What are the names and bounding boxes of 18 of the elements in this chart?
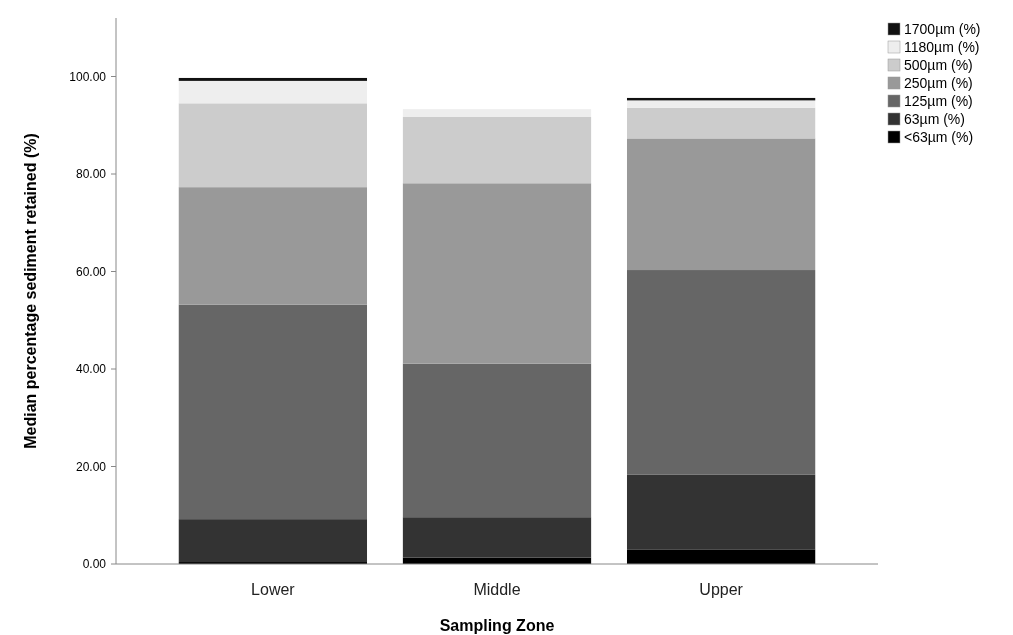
- x-axis-title: Sampling Zone: [439, 617, 555, 634]
- y-tick-label: 0.00: [82, 557, 107, 572]
- y-tick-label: 60.00: [75, 264, 107, 279]
- x-tick-label: Lower: [251, 581, 296, 598]
- legend-label: 1700µm (%): [904, 20, 981, 37]
- y-tick-label: 100.00: [69, 69, 107, 84]
- legend-label: <63µm (%): [904, 128, 974, 145]
- legend-label: 250µm (%): [904, 74, 973, 91]
- x-tick-label: Middle: [473, 581, 521, 598]
- x-tick-label: Upper: [699, 581, 744, 598]
- legend-label: 125µm (%): [904, 92, 973, 109]
- y-tick-label: 20.00: [75, 459, 107, 474]
- y-tick-label: 80.00: [75, 167, 107, 182]
- legend-label: 63µm (%): [904, 110, 965, 127]
- y-axis-title: Median percentage sediment retained (%): [22, 133, 39, 449]
- legend-label: 1180µm (%): [904, 38, 980, 55]
- legend-label: 500µm (%): [904, 56, 973, 73]
- y-tick-label: 40.00: [75, 362, 107, 377]
